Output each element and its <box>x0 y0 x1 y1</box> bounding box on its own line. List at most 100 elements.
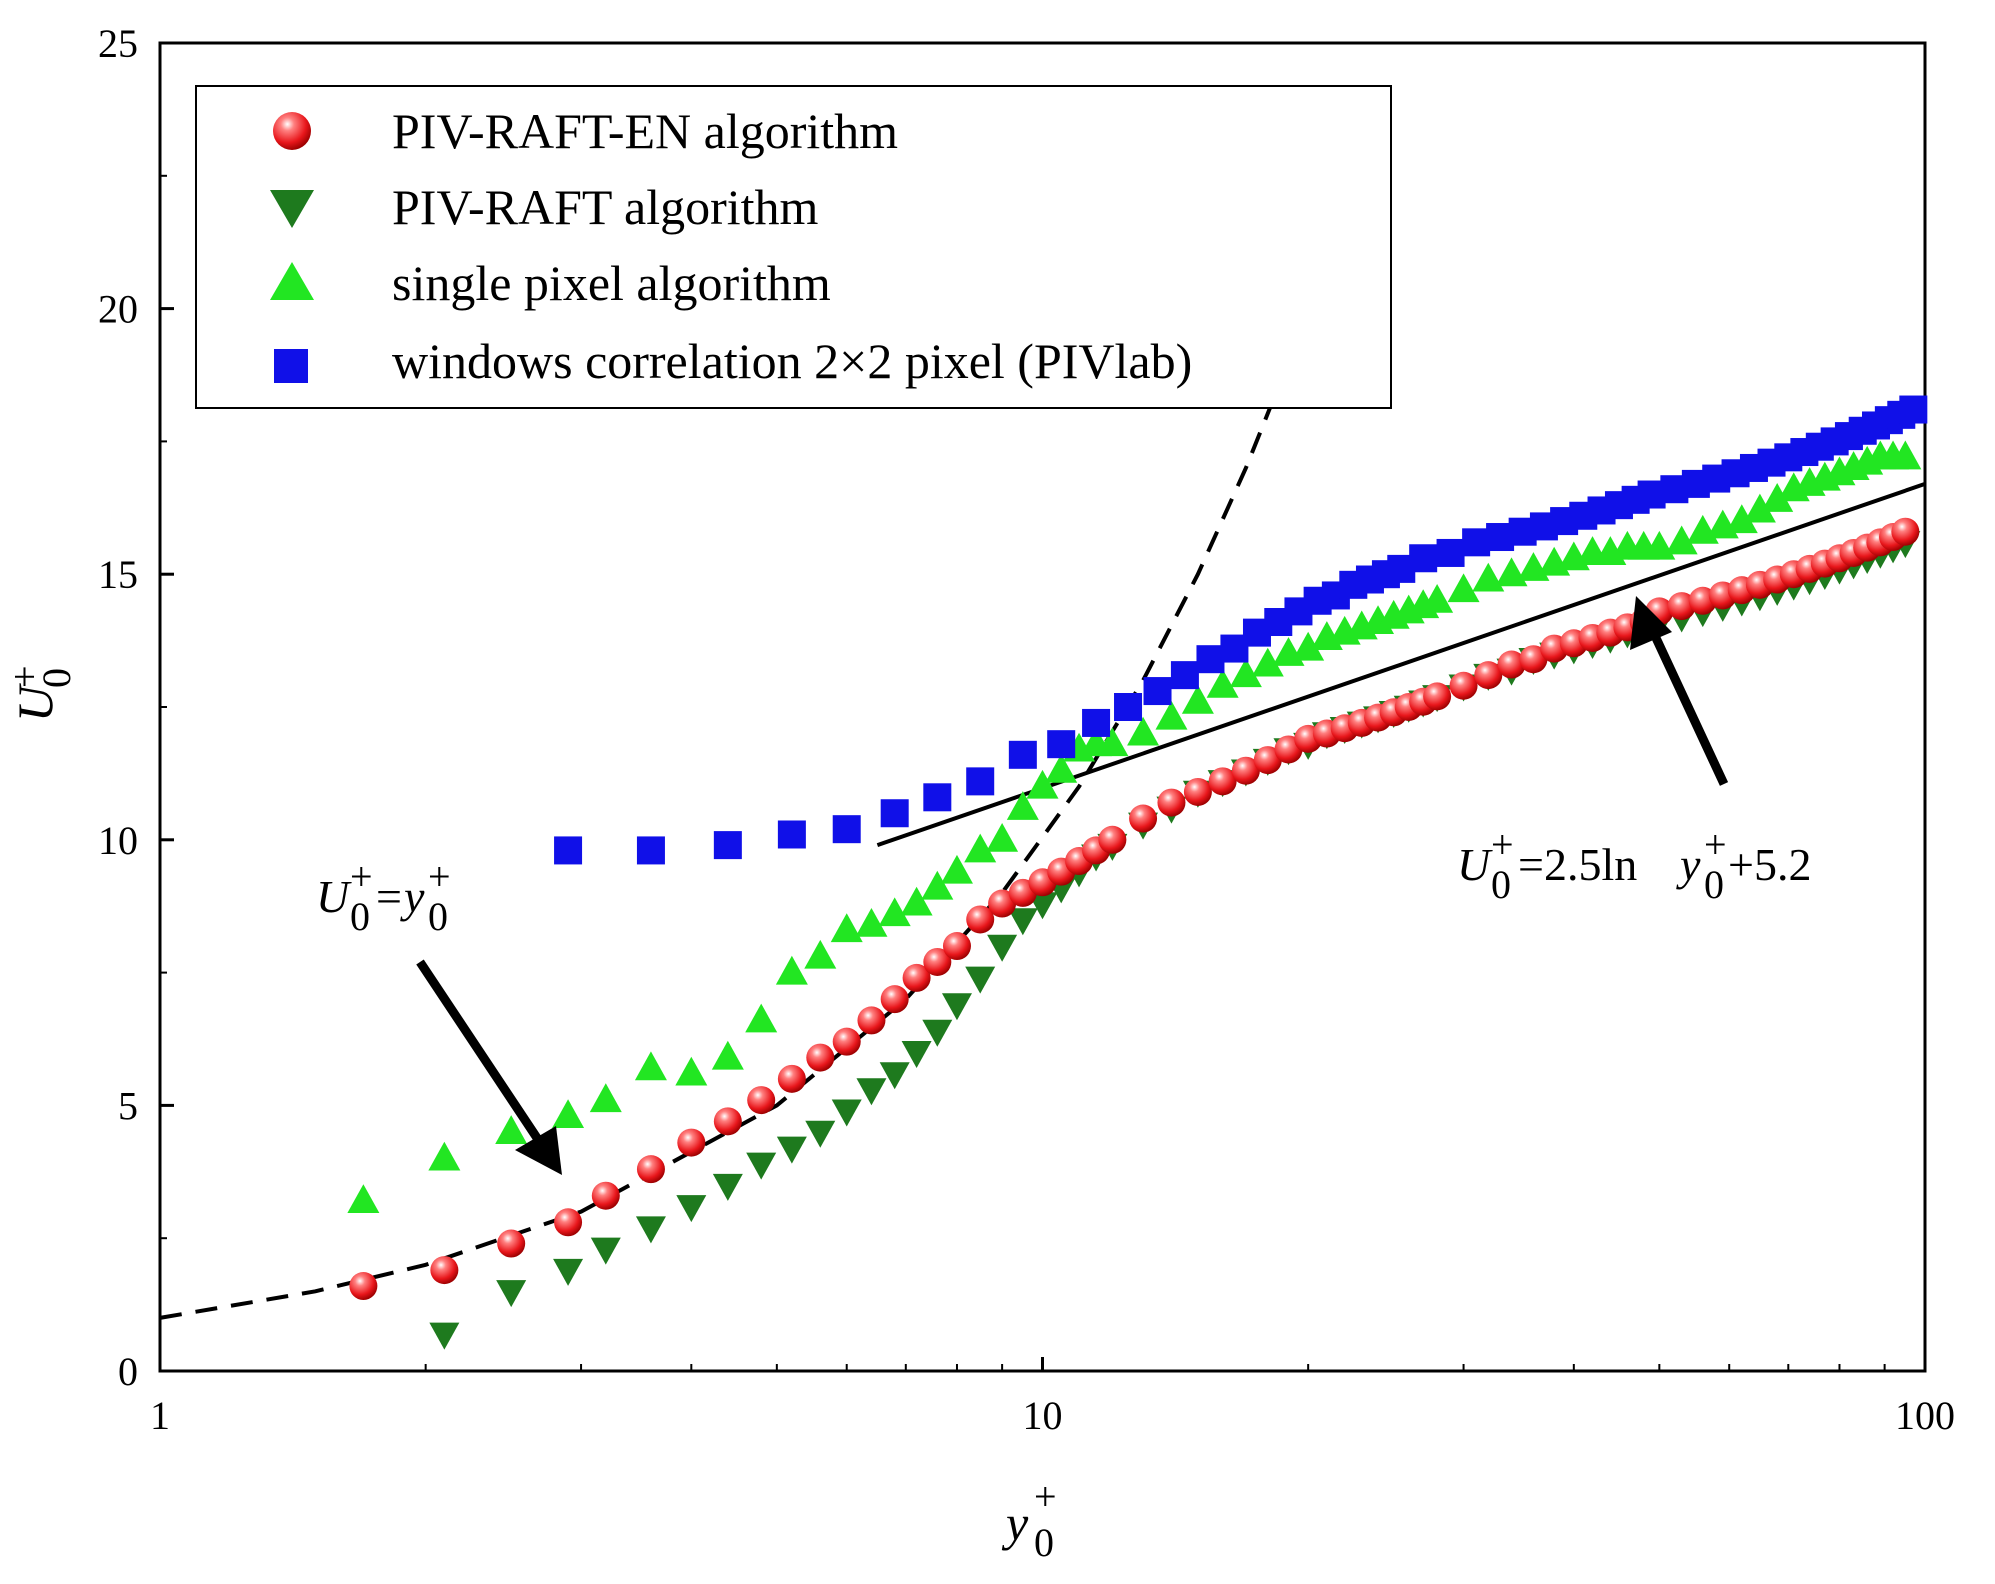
legend-marker-window <box>274 349 308 383</box>
data-point-single <box>1665 525 1698 555</box>
data-point-window <box>1082 708 1111 737</box>
data-point-window <box>1143 677 1172 706</box>
data-point-raft <box>676 1195 707 1223</box>
data-point-single <box>675 1056 708 1086</box>
data-point-single <box>1155 700 1188 730</box>
ann-log-y-sup: + <box>1704 822 1727 867</box>
y-tick-label: 10 <box>98 818 138 863</box>
data-marks <box>347 395 1928 1350</box>
ann-linear-y-sub: 0 <box>428 894 448 939</box>
data-point-single <box>1181 684 1214 714</box>
legend-marker-en <box>273 112 311 150</box>
data-point-single <box>830 913 863 943</box>
data-point-raft <box>879 1062 910 1090</box>
data-point-en <box>1474 661 1503 690</box>
data-point-en <box>349 1272 378 1301</box>
data-point-single <box>775 955 808 985</box>
data-point-en <box>1098 825 1127 854</box>
data-point-en <box>1423 682 1452 711</box>
data-point-window <box>923 783 952 812</box>
data-point-en <box>777 1064 806 1093</box>
x-axis-label-sub: 0 <box>1034 1520 1054 1565</box>
data-point-en <box>1129 804 1158 833</box>
data-point-single <box>589 1083 622 1113</box>
data-point-raft <box>922 1019 953 1047</box>
ann-linear-U-sup: + <box>350 854 373 899</box>
data-point-window <box>1462 528 1491 557</box>
legend-marker-single <box>270 262 314 300</box>
x-axis-label-sup: + <box>1034 1474 1057 1519</box>
data-point-raft <box>901 1041 932 1069</box>
y-tick-label: 0 <box>118 1349 138 1394</box>
data-point-raft <box>776 1136 807 1164</box>
data-point-en <box>554 1208 583 1237</box>
x-tick-label: 100 <box>1895 1393 1955 1438</box>
data-point-raft <box>590 1237 621 1265</box>
ann-linear-U-sub: 0 <box>350 894 370 939</box>
ann-linear-eq: = <box>376 871 402 922</box>
x-tick-label: 10 <box>1023 1393 1063 1438</box>
data-point-en <box>1667 592 1696 621</box>
ann-log-arrowhead <box>1630 596 1672 650</box>
ann-log-y-sub: 0 <box>1704 862 1724 907</box>
data-point-window <box>636 836 665 865</box>
data-point-en <box>430 1256 459 1285</box>
data-point-raft <box>831 1099 862 1127</box>
data-point-en <box>1253 746 1282 775</box>
reference-line-log <box>876 482 1926 847</box>
ann-log-U-sub: 0 <box>1491 862 1511 907</box>
data-point-single <box>1006 791 1039 820</box>
data-point-single <box>1292 631 1325 661</box>
data-point-en <box>677 1128 706 1157</box>
ann-log-const: +5.2 <box>1728 839 1811 890</box>
data-point-single <box>1725 504 1758 534</box>
data-point-single <box>900 886 933 916</box>
data-point-single <box>1026 769 1059 799</box>
data-point-raft <box>553 1258 584 1286</box>
ann-log-U-sup: + <box>1491 822 1514 867</box>
data-point-en <box>1208 767 1237 796</box>
y-tick-label: 15 <box>98 552 138 597</box>
data-point-en <box>942 932 971 961</box>
data-point-en <box>966 905 995 934</box>
data-point-single <box>1421 583 1454 613</box>
data-point-en <box>880 985 909 1014</box>
data-point-window <box>713 831 742 860</box>
data-point-raft <box>746 1152 777 1180</box>
x-axis-label: y + 0 <box>1001 1474 1057 1565</box>
data-point-single <box>878 897 911 927</box>
data-point-raft <box>941 993 972 1021</box>
annotation-log-law: U 0 + =2.5ln y 0 + +5.2 <box>1457 596 1811 907</box>
annotation-linear-law: U 0 + = y 0 + <box>316 854 562 1175</box>
data-point-single <box>552 1099 585 1129</box>
data-point-single <box>1206 668 1239 698</box>
y-tick-label: 5 <box>118 1083 138 1128</box>
data-point-window <box>777 820 806 849</box>
data-point-single <box>804 939 837 969</box>
data-point-en <box>1449 671 1478 700</box>
data-point-en <box>713 1107 742 1136</box>
legend-marker-raft <box>270 190 314 228</box>
ann-log-U: U <box>1457 839 1493 890</box>
data-point-single <box>1127 716 1160 746</box>
data-point-en <box>1519 645 1548 674</box>
data-point-window <box>832 815 861 844</box>
data-point-en <box>747 1086 776 1115</box>
data-point-single <box>1761 483 1794 512</box>
data-point-window <box>1409 544 1438 573</box>
data-point-window <box>1196 645 1225 674</box>
data-point-single <box>1045 753 1078 783</box>
data-point-single <box>1472 562 1505 592</box>
data-point-en <box>636 1155 665 1184</box>
data-point-single <box>1889 440 1922 470</box>
data-point-en <box>1891 517 1920 546</box>
data-point-raft <box>496 1280 527 1308</box>
y-tick-label: 25 <box>98 21 138 66</box>
ann-linear-U: U <box>316 871 352 922</box>
data-point-single <box>1743 493 1776 523</box>
data-point-single <box>964 833 997 863</box>
data-point-window <box>966 767 995 796</box>
data-point-single <box>711 1040 744 1070</box>
ann-log-eq: =2.5ln <box>1518 839 1637 890</box>
y-axis-label-main: U <box>7 683 63 722</box>
